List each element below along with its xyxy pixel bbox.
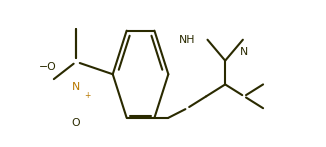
Text: N: N [240,47,248,57]
Text: +: + [84,91,90,100]
Text: −O: −O [39,62,57,72]
Text: N: N [72,82,80,92]
Text: NH: NH [179,35,196,45]
Text: O: O [72,118,81,128]
